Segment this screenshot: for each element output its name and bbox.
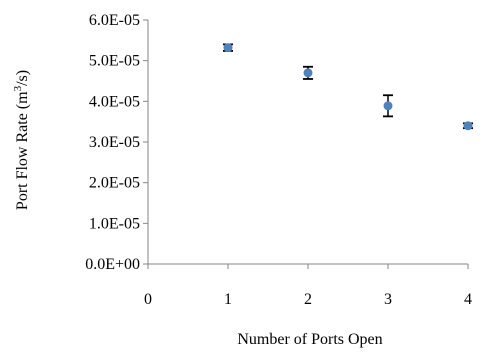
y-tick-label: 0.0E+00 [85,256,140,273]
y-tick-label: 4.0E-05 [89,93,140,110]
axes [143,19,469,269]
x-tick-label: 4 [464,291,472,308]
y-tick-label: 1.0E-05 [89,215,140,232]
x-tick-label: 3 [384,291,392,308]
tick-labels: 0.0E+00 1.0E-05 2.0E-05 3.0E-05 4.0E-05 5.0E-… [85,12,472,308]
data-point [383,101,393,111]
y-tick-label: 3.0E-05 [89,134,140,151]
data-point-group [303,65,313,80]
data-point [303,68,313,78]
x-tick-label: 1 [224,291,232,308]
data-marks [223,43,473,131]
y-tick-label: 5.0E-05 [89,53,140,70]
y-tick-label: 6.0E-05 [89,12,140,29]
y-tick-label: 2.0E-05 [89,175,140,192]
data-point [463,121,473,131]
y-axis-title: Port Flow Rate (m3/s) [12,70,31,210]
data-point-group [223,43,233,53]
x-tick-label: 2 [304,291,312,308]
data-point-group [383,94,393,118]
x-tick-label: 0 [144,291,152,308]
x-axis-title: Number of Ports Open [237,331,382,348]
data-point-group [463,121,473,131]
data-point [223,43,233,53]
